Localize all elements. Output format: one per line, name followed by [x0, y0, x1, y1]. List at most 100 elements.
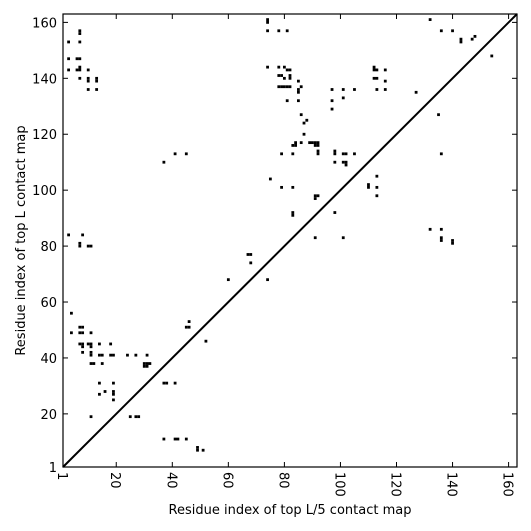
- contact-point: [148, 362, 152, 365]
- contact-point: [291, 211, 295, 214]
- contact-point: [428, 18, 432, 21]
- contact-point: [78, 68, 82, 72]
- contact-point: [81, 345, 85, 349]
- contact-point: [383, 88, 387, 91]
- contact-point: [145, 362, 149, 365]
- contact-point: [451, 241, 454, 245]
- contact-point: [196, 448, 199, 452]
- contact-point: [367, 183, 370, 186]
- contact-point: [282, 76, 286, 80]
- contact-point: [249, 261, 253, 265]
- contact-point: [383, 79, 387, 83]
- contact-point: [375, 194, 379, 198]
- contact-point: [165, 381, 169, 385]
- contact-point: [372, 65, 376, 69]
- contact-point: [78, 241, 82, 245]
- contact-point: [375, 76, 379, 80]
- contact-point: [109, 353, 113, 357]
- contact-point: [333, 149, 337, 153]
- contact-point: [285, 68, 289, 72]
- contact-point: [333, 211, 337, 214]
- x-tick-label: 160: [500, 472, 515, 497]
- contact-point: [100, 362, 104, 365]
- contact-point: [439, 227, 443, 231]
- contact-point: [142, 362, 146, 365]
- contact-point: [162, 437, 166, 441]
- contact-point: [330, 88, 334, 91]
- contact-point: [98, 381, 101, 385]
- contact-point: [330, 99, 334, 103]
- contact-point: [280, 152, 283, 156]
- contact-point: [313, 141, 317, 145]
- contact-point: [112, 392, 115, 396]
- x-tick-label: 1: [54, 472, 69, 480]
- contact-point: [383, 68, 387, 72]
- contact-point: [372, 68, 376, 72]
- y-tick-label: 60: [40, 296, 57, 311]
- contact-point: [78, 65, 82, 69]
- contact-point: [297, 88, 300, 91]
- contact-point: [353, 88, 356, 91]
- x-axis-label: Residue index of top L/5 contact map: [169, 503, 412, 518]
- contact-point: [246, 253, 250, 256]
- contact-point: [439, 239, 443, 242]
- contact-point: [302, 121, 306, 125]
- y-axis-label: Residue index of top L contact map: [14, 125, 29, 355]
- y-tick-label: 40: [40, 352, 57, 367]
- contact-point: [86, 79, 90, 83]
- contact-point: [81, 233, 85, 237]
- contact-point: [89, 244, 93, 248]
- contact-point: [375, 88, 379, 91]
- contact-point: [470, 37, 474, 41]
- contact-point: [313, 144, 317, 147]
- x-tick-label: 120: [387, 472, 402, 497]
- contact-point: [353, 152, 356, 156]
- contact-point: [187, 320, 191, 323]
- contact-point: [285, 29, 289, 33]
- contact-point: [112, 353, 115, 357]
- contact-point: [297, 90, 300, 94]
- contact-point: [128, 415, 132, 419]
- contact-point: [302, 132, 306, 136]
- contact-point: [134, 353, 138, 357]
- contact-point: [266, 65, 269, 69]
- contact-point: [282, 65, 286, 69]
- x-tick-label: 80: [275, 472, 290, 489]
- contact-point: [459, 37, 463, 41]
- contact-point: [277, 65, 281, 69]
- contact-point: [439, 29, 443, 33]
- contact-point: [176, 437, 180, 441]
- contact-point: [344, 160, 348, 164]
- contact-point: [428, 227, 432, 231]
- contact-point: [100, 353, 104, 357]
- contact-point: [341, 152, 345, 156]
- contact-point: [78, 29, 82, 33]
- contact-point: [145, 353, 149, 357]
- contact-point: [75, 57, 79, 61]
- contact-point: [266, 29, 269, 33]
- contact-point: [297, 99, 300, 103]
- contact-point: [330, 107, 334, 111]
- contact-point: [78, 342, 82, 346]
- contact-point: [89, 345, 93, 349]
- contact-point: [249, 253, 253, 256]
- contact-point: [78, 76, 82, 80]
- contact-point: [305, 118, 309, 122]
- contact-point: [89, 331, 93, 335]
- contact-point: [375, 68, 379, 72]
- contact-point: [375, 185, 379, 189]
- contact-point: [134, 415, 138, 419]
- contact-point: [299, 141, 303, 145]
- contact-point: [288, 68, 292, 72]
- contact-point: [316, 144, 320, 147]
- contact-point: [288, 76, 292, 80]
- contact-point: [288, 85, 292, 89]
- contact-point: [439, 152, 443, 156]
- contact-point: [266, 278, 269, 282]
- contact-point: [162, 381, 166, 385]
- contact-point: [451, 239, 454, 242]
- contact-point: [162, 160, 166, 164]
- contact-point: [126, 353, 129, 357]
- x-tick-label: 60: [219, 472, 234, 489]
